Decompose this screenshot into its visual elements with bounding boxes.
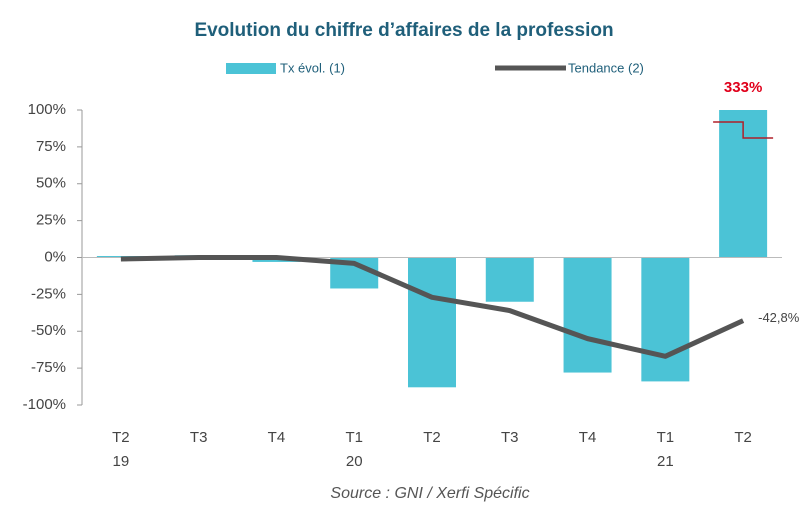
x-tick-label: T3 — [190, 429, 208, 446]
x-tick-label: T1 — [657, 429, 675, 446]
legend-label: Tendance (2) — [568, 60, 644, 75]
x-tick-label: T2 — [734, 429, 752, 446]
y-tick-label: 0% — [44, 248, 66, 265]
x-tick-label: T3 — [501, 429, 519, 446]
x-tick-label: T4 — [579, 429, 597, 446]
x-tick-label: T2 — [423, 429, 441, 446]
y-tick-label: -25% — [31, 285, 66, 302]
bar — [563, 257, 612, 373]
chart-title: Evolution du chiffre d’affaires de la pr… — [194, 20, 613, 41]
x-year-label: 20 — [346, 453, 363, 470]
legend-swatch — [226, 63, 276, 74]
legend-label: Tx évol. (1) — [280, 60, 345, 75]
bar — [408, 257, 456, 388]
source: Source : GNI / Xerfi Spécific — [330, 485, 529, 502]
x-tick-label: T1 — [345, 429, 363, 446]
trend-line — [120, 255, 745, 359]
y-tick-label: 75% — [36, 138, 66, 155]
y-tick-label: -75% — [31, 359, 66, 376]
x-tick-label: T2 — [112, 429, 130, 446]
y-tick-label: -50% — [31, 322, 66, 339]
y-tick-label: 25% — [36, 212, 66, 229]
bar — [485, 257, 534, 302]
y-tick-label: 50% — [36, 175, 66, 192]
x-year-label: 19 — [113, 453, 130, 470]
axis-break — [713, 121, 774, 139]
y-tick-label: 100% — [28, 101, 66, 118]
value-label: -42,8% — [758, 310, 800, 325]
bar — [641, 257, 690, 382]
y-tick-label: -100% — [23, 396, 66, 413]
bars — [96, 110, 768, 388]
x-tick-label: T4 — [268, 429, 286, 446]
x-year-label: 21 — [657, 453, 674, 470]
value-label: 333% — [724, 79, 762, 96]
